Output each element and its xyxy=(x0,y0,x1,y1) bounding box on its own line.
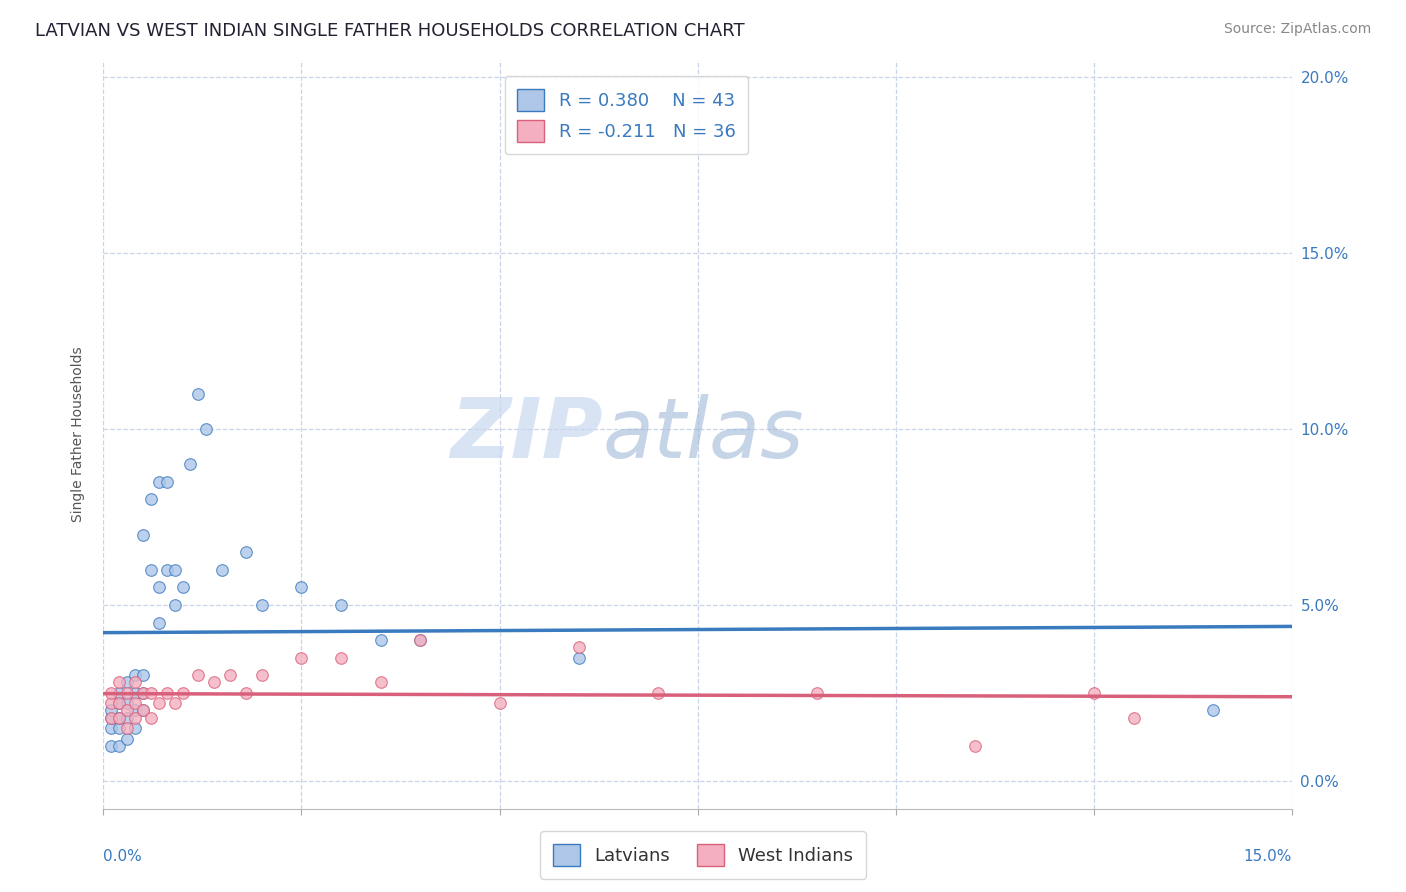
Text: atlas: atlas xyxy=(603,393,804,475)
Point xyxy=(132,668,155,682)
Point xyxy=(100,710,122,724)
Point xyxy=(139,492,162,507)
Point xyxy=(250,668,273,682)
Point xyxy=(108,686,131,700)
Legend: R = 0.380    N = 43, R = -0.211   N = 36: R = 0.380 N = 43, R = -0.211 N = 36 xyxy=(505,76,748,154)
Point xyxy=(115,675,138,690)
Point xyxy=(409,633,432,648)
Point xyxy=(179,457,201,471)
Point xyxy=(202,675,225,690)
Point xyxy=(172,580,194,594)
Point xyxy=(148,615,170,630)
Point xyxy=(568,650,591,665)
Point xyxy=(163,598,186,612)
Point xyxy=(235,545,257,559)
Point xyxy=(139,710,162,724)
Point xyxy=(211,563,233,577)
Point xyxy=(139,563,162,577)
Point xyxy=(148,475,170,489)
Point xyxy=(115,686,138,700)
Point xyxy=(1122,710,1144,724)
Point xyxy=(187,668,209,682)
Point xyxy=(132,686,155,700)
Point xyxy=(187,387,209,401)
Point xyxy=(115,704,138,718)
Point xyxy=(219,668,242,682)
Point xyxy=(156,475,179,489)
Point xyxy=(100,710,122,724)
Point xyxy=(115,710,138,724)
Point xyxy=(115,697,138,711)
Point xyxy=(108,721,131,735)
Point xyxy=(195,422,218,436)
Point xyxy=(156,563,179,577)
Y-axis label: Single Father Households: Single Father Households xyxy=(72,346,86,522)
Point xyxy=(568,640,591,655)
Point xyxy=(370,675,392,690)
Point xyxy=(290,580,312,594)
Point xyxy=(148,697,170,711)
Point xyxy=(139,686,162,700)
Point xyxy=(124,721,146,735)
Text: LATVIAN VS WEST INDIAN SINGLE FATHER HOUSEHOLDS CORRELATION CHART: LATVIAN VS WEST INDIAN SINGLE FATHER HOU… xyxy=(35,22,745,40)
Point xyxy=(132,704,155,718)
Point xyxy=(330,650,353,665)
Point xyxy=(965,739,987,753)
Text: 15.0%: 15.0% xyxy=(1244,849,1292,864)
Point xyxy=(124,710,146,724)
Point xyxy=(172,686,194,700)
Point xyxy=(330,598,353,612)
Point xyxy=(156,686,179,700)
Point xyxy=(163,563,186,577)
Point xyxy=(124,668,146,682)
Point xyxy=(647,686,669,700)
Point xyxy=(100,721,122,735)
Point xyxy=(163,697,186,711)
Point xyxy=(132,704,155,718)
Point xyxy=(100,686,122,700)
Point xyxy=(290,650,312,665)
Point xyxy=(235,686,257,700)
Legend: Latvians, West Indians: Latvians, West Indians xyxy=(540,831,866,879)
Point xyxy=(100,704,122,718)
Point xyxy=(108,710,131,724)
Point xyxy=(409,633,432,648)
Point xyxy=(1202,704,1225,718)
Point xyxy=(148,580,170,594)
Point xyxy=(132,527,155,541)
Point xyxy=(100,739,122,753)
Text: 0.0%: 0.0% xyxy=(103,849,142,864)
Point xyxy=(806,686,828,700)
Point xyxy=(100,697,122,711)
Point xyxy=(108,710,131,724)
Point xyxy=(115,721,138,735)
Point xyxy=(124,686,146,700)
Point xyxy=(108,739,131,753)
Point xyxy=(124,675,146,690)
Point xyxy=(124,704,146,718)
Point xyxy=(370,633,392,648)
Point xyxy=(108,675,131,690)
Point xyxy=(488,697,510,711)
Point xyxy=(108,697,131,711)
Text: ZIP: ZIP xyxy=(450,393,603,475)
Text: Source: ZipAtlas.com: Source: ZipAtlas.com xyxy=(1223,22,1371,37)
Point xyxy=(115,731,138,746)
Point xyxy=(124,697,146,711)
Point xyxy=(132,686,155,700)
Point xyxy=(108,697,131,711)
Point xyxy=(250,598,273,612)
Point xyxy=(1083,686,1105,700)
